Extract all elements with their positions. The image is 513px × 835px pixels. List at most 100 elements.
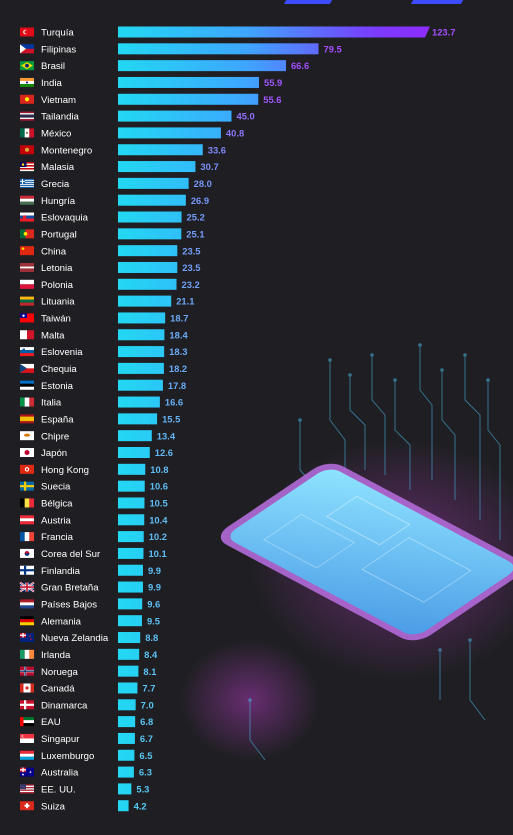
- value-label: 13.4: [157, 430, 176, 441]
- flag-icon-irlanda: [20, 649, 35, 659]
- bar-rows: Turquía 123.7 Filipinas 79.5 Brasil 66.6 India…: [19, 26, 455, 812]
- bar: [118, 800, 129, 812]
- category-label: Suecia: [41, 482, 71, 493]
- value-label: 18.4: [169, 329, 188, 340]
- category-label: Corea del Sur: [41, 549, 101, 560]
- flag-icon-corea-del-sur: [20, 548, 34, 558]
- bar: [118, 161, 196, 173]
- bar: [118, 716, 136, 728]
- bar-row-brasil: Brasil 66.6: [20, 60, 309, 72]
- bar: [118, 245, 178, 257]
- bar: [118, 194, 186, 206]
- flag-icon-tailandia: [20, 111, 34, 121]
- flag-icon-chequia: [20, 363, 34, 373]
- category-label: Francia: [41, 532, 74, 543]
- value-label: 8.1: [143, 666, 156, 677]
- bar-row-australia: Australia 6.3: [20, 766, 152, 779]
- bar: [118, 547, 144, 559]
- value-label: 79.5: [324, 43, 342, 54]
- value-label: 16.6: [165, 397, 183, 408]
- flag-icon-italia: [20, 397, 35, 407]
- value-label: 10.4: [149, 514, 168, 525]
- value-label: 25.2: [187, 212, 205, 223]
- bar-row-gran-bretana: Gran Bretaña 9.9: [19, 581, 161, 594]
- bar-row-china: China 23.5: [20, 245, 201, 257]
- value-label: 123.7: [432, 27, 455, 38]
- category-label: India: [41, 78, 62, 89]
- value-label: 12.6: [155, 447, 173, 458]
- bar: [118, 60, 286, 72]
- bar: [118, 362, 164, 374]
- bar: [118, 76, 259, 88]
- bar-row-eslovaquia: Eslovaquia 25.2: [20, 211, 205, 224]
- value-label: 17.8: [168, 380, 186, 391]
- bar-row-grecia: Grecia 28.0: [20, 177, 212, 190]
- bar-row-polonia: Polonia 23.2: [20, 278, 200, 291]
- flag-icon-vietnam: [20, 94, 34, 104]
- bar: [118, 312, 166, 324]
- bar-row-estonia: Estonia 17.8: [20, 379, 186, 392]
- value-label: 45.0: [237, 111, 255, 122]
- flag-icon-eau: [20, 717, 34, 727]
- flag-icon-malasia: [20, 162, 34, 172]
- category-label: Hong Kong: [41, 465, 89, 476]
- category-label: Países Bajos: [41, 599, 97, 610]
- bar: [118, 514, 145, 526]
- value-label: 18.3: [169, 346, 187, 357]
- bar-row-chipre: Chipre 13.4: [20, 430, 176, 442]
- bar: [118, 211, 182, 223]
- flag-icon-grecia: [20, 178, 34, 188]
- bar-row-suiza: Suiza 4.2: [20, 800, 147, 812]
- category-label: Estonia: [41, 381, 74, 392]
- value-label: 8.8: [145, 632, 158, 643]
- flag-icon-australia: [20, 767, 34, 777]
- flag-icon-polonia: [20, 279, 34, 289]
- bar: [118, 413, 158, 425]
- bar: [118, 93, 259, 105]
- bar-row-canada: Canadá 7.7: [20, 682, 155, 695]
- bar-row-alemania: Alemania 9.5: [20, 615, 160, 627]
- value-label: 10.5: [149, 498, 167, 509]
- flag-icon-eslovenia: [20, 347, 34, 357]
- bar-row-taiwan: Taiwán 18.7: [20, 312, 188, 325]
- value-label: 9.9: [148, 565, 161, 576]
- bar-row-malta: Malta 18.4: [20, 329, 188, 341]
- bar-row-finlandia: Finlandia 9.9: [20, 564, 161, 577]
- bar: [118, 766, 134, 778]
- value-label: 26.9: [191, 195, 209, 206]
- flag-icon-luxemburgo: [20, 750, 34, 760]
- value-label: 10.1: [148, 548, 166, 559]
- category-label: Grecia: [41, 179, 70, 190]
- category-label: Chequia: [41, 364, 77, 375]
- bar-row-italia: Italia 16.6: [20, 396, 183, 409]
- category-label: Noruega: [41, 667, 78, 678]
- value-label: 6.3: [139, 767, 152, 778]
- category-label: Filipinas: [41, 44, 76, 55]
- value-label: 23.2: [182, 279, 200, 290]
- value-label: 9.5: [147, 615, 160, 626]
- category-label: Bélgica: [41, 499, 73, 510]
- category-label: Tailandia: [41, 112, 80, 123]
- flag-icon-noruega: [20, 666, 34, 676]
- bar-row-ee-uu: EE. UU. 5.3: [20, 783, 149, 796]
- category-label: Gran Bretaña: [41, 583, 99, 594]
- flag-icon-lituania: [20, 296, 34, 306]
- flag-icon-suiza: [20, 801, 34, 811]
- bar: [118, 615, 142, 627]
- value-label: 6.8: [140, 716, 153, 727]
- flag-icon-filipinas: [20, 44, 34, 54]
- bar-row-espana: España 15.5: [20, 413, 180, 425]
- bar: [118, 110, 232, 122]
- value-label: 55.6: [263, 94, 281, 105]
- bar: [118, 480, 145, 492]
- flag-icon-alemania: [20, 616, 34, 626]
- flag-icon-china: [20, 246, 34, 256]
- bar-row-belgica: Bélgica 10.5: [20, 497, 168, 510]
- bar-row-eslovenia: Eslovenia 18.3: [20, 346, 187, 358]
- bar-row-paises-bajos: Países Bajos 9.6: [20, 598, 160, 610]
- bar: [118, 396, 160, 408]
- category-label: Italia: [41, 398, 62, 409]
- bar: [118, 430, 152, 442]
- value-label: 6.7: [140, 733, 153, 744]
- bar: [118, 463, 146, 475]
